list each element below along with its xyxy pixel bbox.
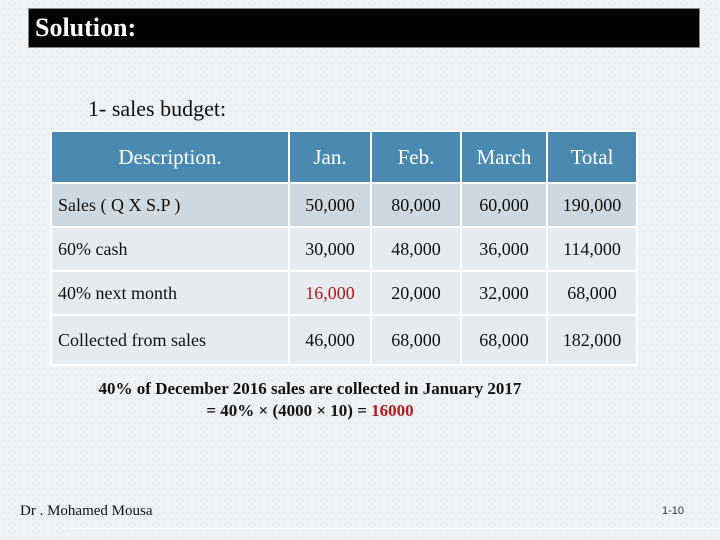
cell-feb: 48,000 bbox=[370, 226, 462, 272]
cell-march: 60,000 bbox=[460, 182, 548, 228]
note-result: 16000 bbox=[371, 401, 414, 420]
cell-feb: 20,000 bbox=[370, 270, 462, 316]
cell-jan: 46,000 bbox=[288, 314, 372, 366]
header-feb: Feb. bbox=[370, 130, 462, 184]
page-number: 1-10 bbox=[662, 505, 685, 517]
cell-feb: 68,000 bbox=[370, 314, 462, 366]
table-row: Sales ( Q X S.P ) 50,000 80,000 60,000 1… bbox=[50, 182, 638, 228]
note-line-1: 40% of December 2016 sales are collected… bbox=[98, 379, 522, 398]
row-label: Sales ( Q X S.P ) bbox=[50, 182, 290, 228]
footer-divider bbox=[70, 528, 720, 529]
note-formula: = 40% × (4000 × 10) = bbox=[206, 401, 372, 420]
table-header-row: Description. Jan. Feb. March Total bbox=[50, 130, 638, 184]
cell-jan: 50,000 bbox=[288, 182, 372, 228]
header-description: Description. bbox=[50, 130, 290, 184]
note-line-2: = 40% × (4000 × 10) = 16000 bbox=[0, 400, 620, 422]
header-march: March bbox=[460, 130, 548, 184]
cell-march: 32,000 bbox=[460, 270, 548, 316]
cell-total: 182,000 bbox=[546, 314, 638, 366]
cell-feb: 80,000 bbox=[370, 182, 462, 228]
table-row: 60% cash 30,000 48,000 36,000 114,000 bbox=[50, 226, 638, 272]
calculation-note: 40% of December 2016 sales are collected… bbox=[0, 378, 620, 422]
section-subtitle: 1- sales budget: bbox=[88, 96, 227, 121]
sales-budget-table: Description. Jan. Feb. March Total Sales… bbox=[50, 130, 638, 366]
cell-total: 190,000 bbox=[546, 182, 638, 228]
title-bar: Solution: bbox=[28, 8, 700, 48]
cell-total: 114,000 bbox=[546, 226, 638, 272]
table-row: 40% next month 16,000 20,000 32,000 68,0… bbox=[50, 270, 638, 316]
cell-jan: 30,000 bbox=[288, 226, 372, 272]
cell-total: 68,000 bbox=[546, 270, 638, 316]
slide-title: Solution: bbox=[35, 13, 137, 42]
cell-march: 68,000 bbox=[460, 314, 548, 366]
author-footer: Dr . Mohamed Mousa bbox=[20, 503, 153, 519]
cell-jan: 16,000 bbox=[288, 270, 372, 316]
header-jan: Jan. bbox=[288, 130, 372, 184]
row-label: 60% cash bbox=[50, 226, 290, 272]
row-label: Collected from sales bbox=[50, 314, 290, 366]
header-total: Total bbox=[546, 130, 638, 184]
cell-march: 36,000 bbox=[460, 226, 548, 272]
table-row: Collected from sales 46,000 68,000 68,00… bbox=[50, 314, 638, 366]
row-label: 40% next month bbox=[50, 270, 290, 316]
